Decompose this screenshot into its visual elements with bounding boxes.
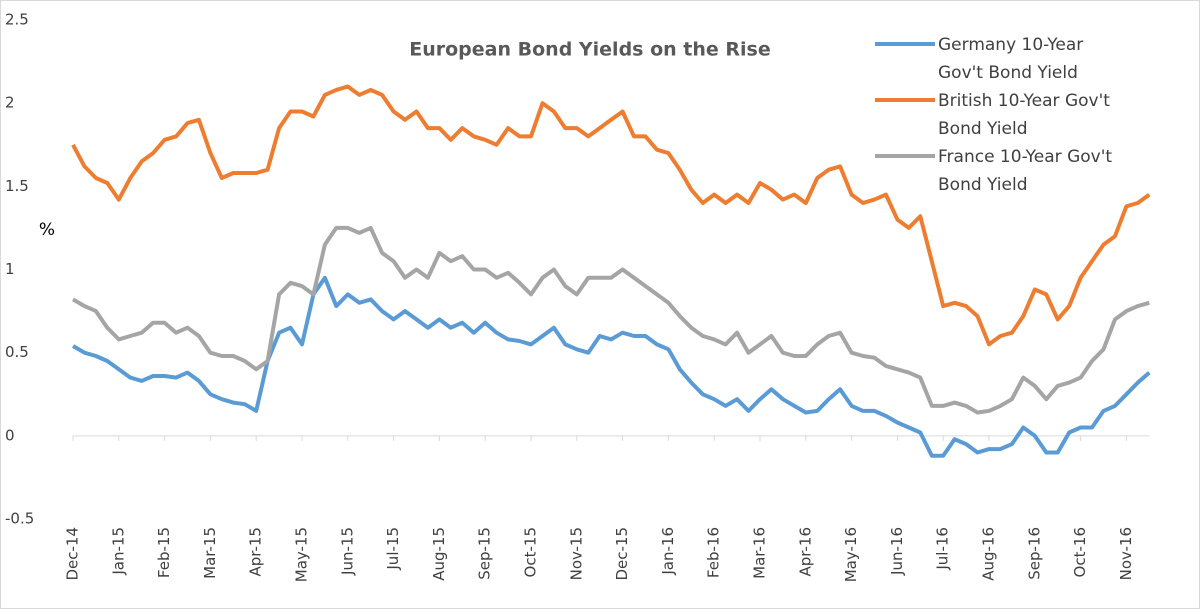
- y-tick-label: 0: [5, 426, 15, 444]
- series-line: [71, 275, 1151, 458]
- series-line: [71, 225, 1150, 415]
- x-tick-label: May-16: [842, 527, 860, 582]
- x-tick-label: Jun-15: [338, 527, 356, 576]
- x-tick-label: Feb-16: [705, 527, 723, 578]
- y-tick-label: 1.5: [5, 177, 29, 195]
- legend-entry: British 10-Year Gov't Bond Yield: [875, 87, 1115, 143]
- chart-title: European Bond Yields on the Rise: [409, 39, 771, 61]
- x-tick-label: May-15: [293, 527, 311, 582]
- x-tick-label: Apr-16: [796, 527, 814, 577]
- y-tick-label: 2: [5, 94, 15, 112]
- x-tick-label: Oct-15: [522, 527, 540, 577]
- x-tick-label: Dec-14: [64, 527, 82, 581]
- x-tick-label: Aug-15: [430, 527, 448, 581]
- x-tick-label: Dec-15: [613, 527, 631, 581]
- x-tick-label: Feb-15: [155, 527, 173, 578]
- x-tick-label: Jan-15: [109, 527, 127, 576]
- legend-entry: France 10-Year Gov't Bond Yield: [875, 143, 1115, 199]
- x-tick-label: Jul-15: [384, 527, 402, 571]
- x-tick-label: Sep-16: [1025, 527, 1043, 580]
- x-tick-label: Jul-16: [934, 527, 952, 571]
- y-tick-label: 1: [5, 260, 15, 278]
- x-tick-label: Sep-15: [476, 527, 494, 580]
- x-tick-label: Jan-16: [659, 527, 677, 576]
- y-tick-label: 2.5: [5, 11, 29, 29]
- legend-label: Germany 10-Year Gov't Bond Yield: [938, 35, 1084, 83]
- series-line: [71, 84, 1151, 347]
- y-tick-label: 0.5: [5, 343, 29, 361]
- x-tick-label: Apr-15: [247, 527, 265, 577]
- legend-label: France 10-Year Gov't Bond Yield: [938, 147, 1113, 195]
- x-tick-label: Nov-15: [567, 527, 585, 580]
- x-tick-label: Jun-16: [888, 527, 906, 576]
- x-tick-label: Aug-16: [980, 527, 998, 581]
- legend-swatch: [875, 42, 935, 46]
- x-tick-label: Mar-16: [751, 527, 769, 579]
- y-axis-label: %: [39, 220, 55, 240]
- legend-label: British 10-Year Gov't Bond Yield: [938, 91, 1110, 139]
- legend-entry: Germany 10-Year Gov't Bond Yield: [875, 31, 1115, 87]
- x-tick-label: Mar-15: [201, 527, 219, 579]
- x-tick-label: Nov-16: [1117, 527, 1135, 580]
- x-tick-label: Oct-16: [1071, 527, 1089, 577]
- y-tick-label: -0.5: [5, 510, 34, 528]
- legend-swatch: [875, 98, 935, 102]
- legend-swatch: [875, 154, 935, 158]
